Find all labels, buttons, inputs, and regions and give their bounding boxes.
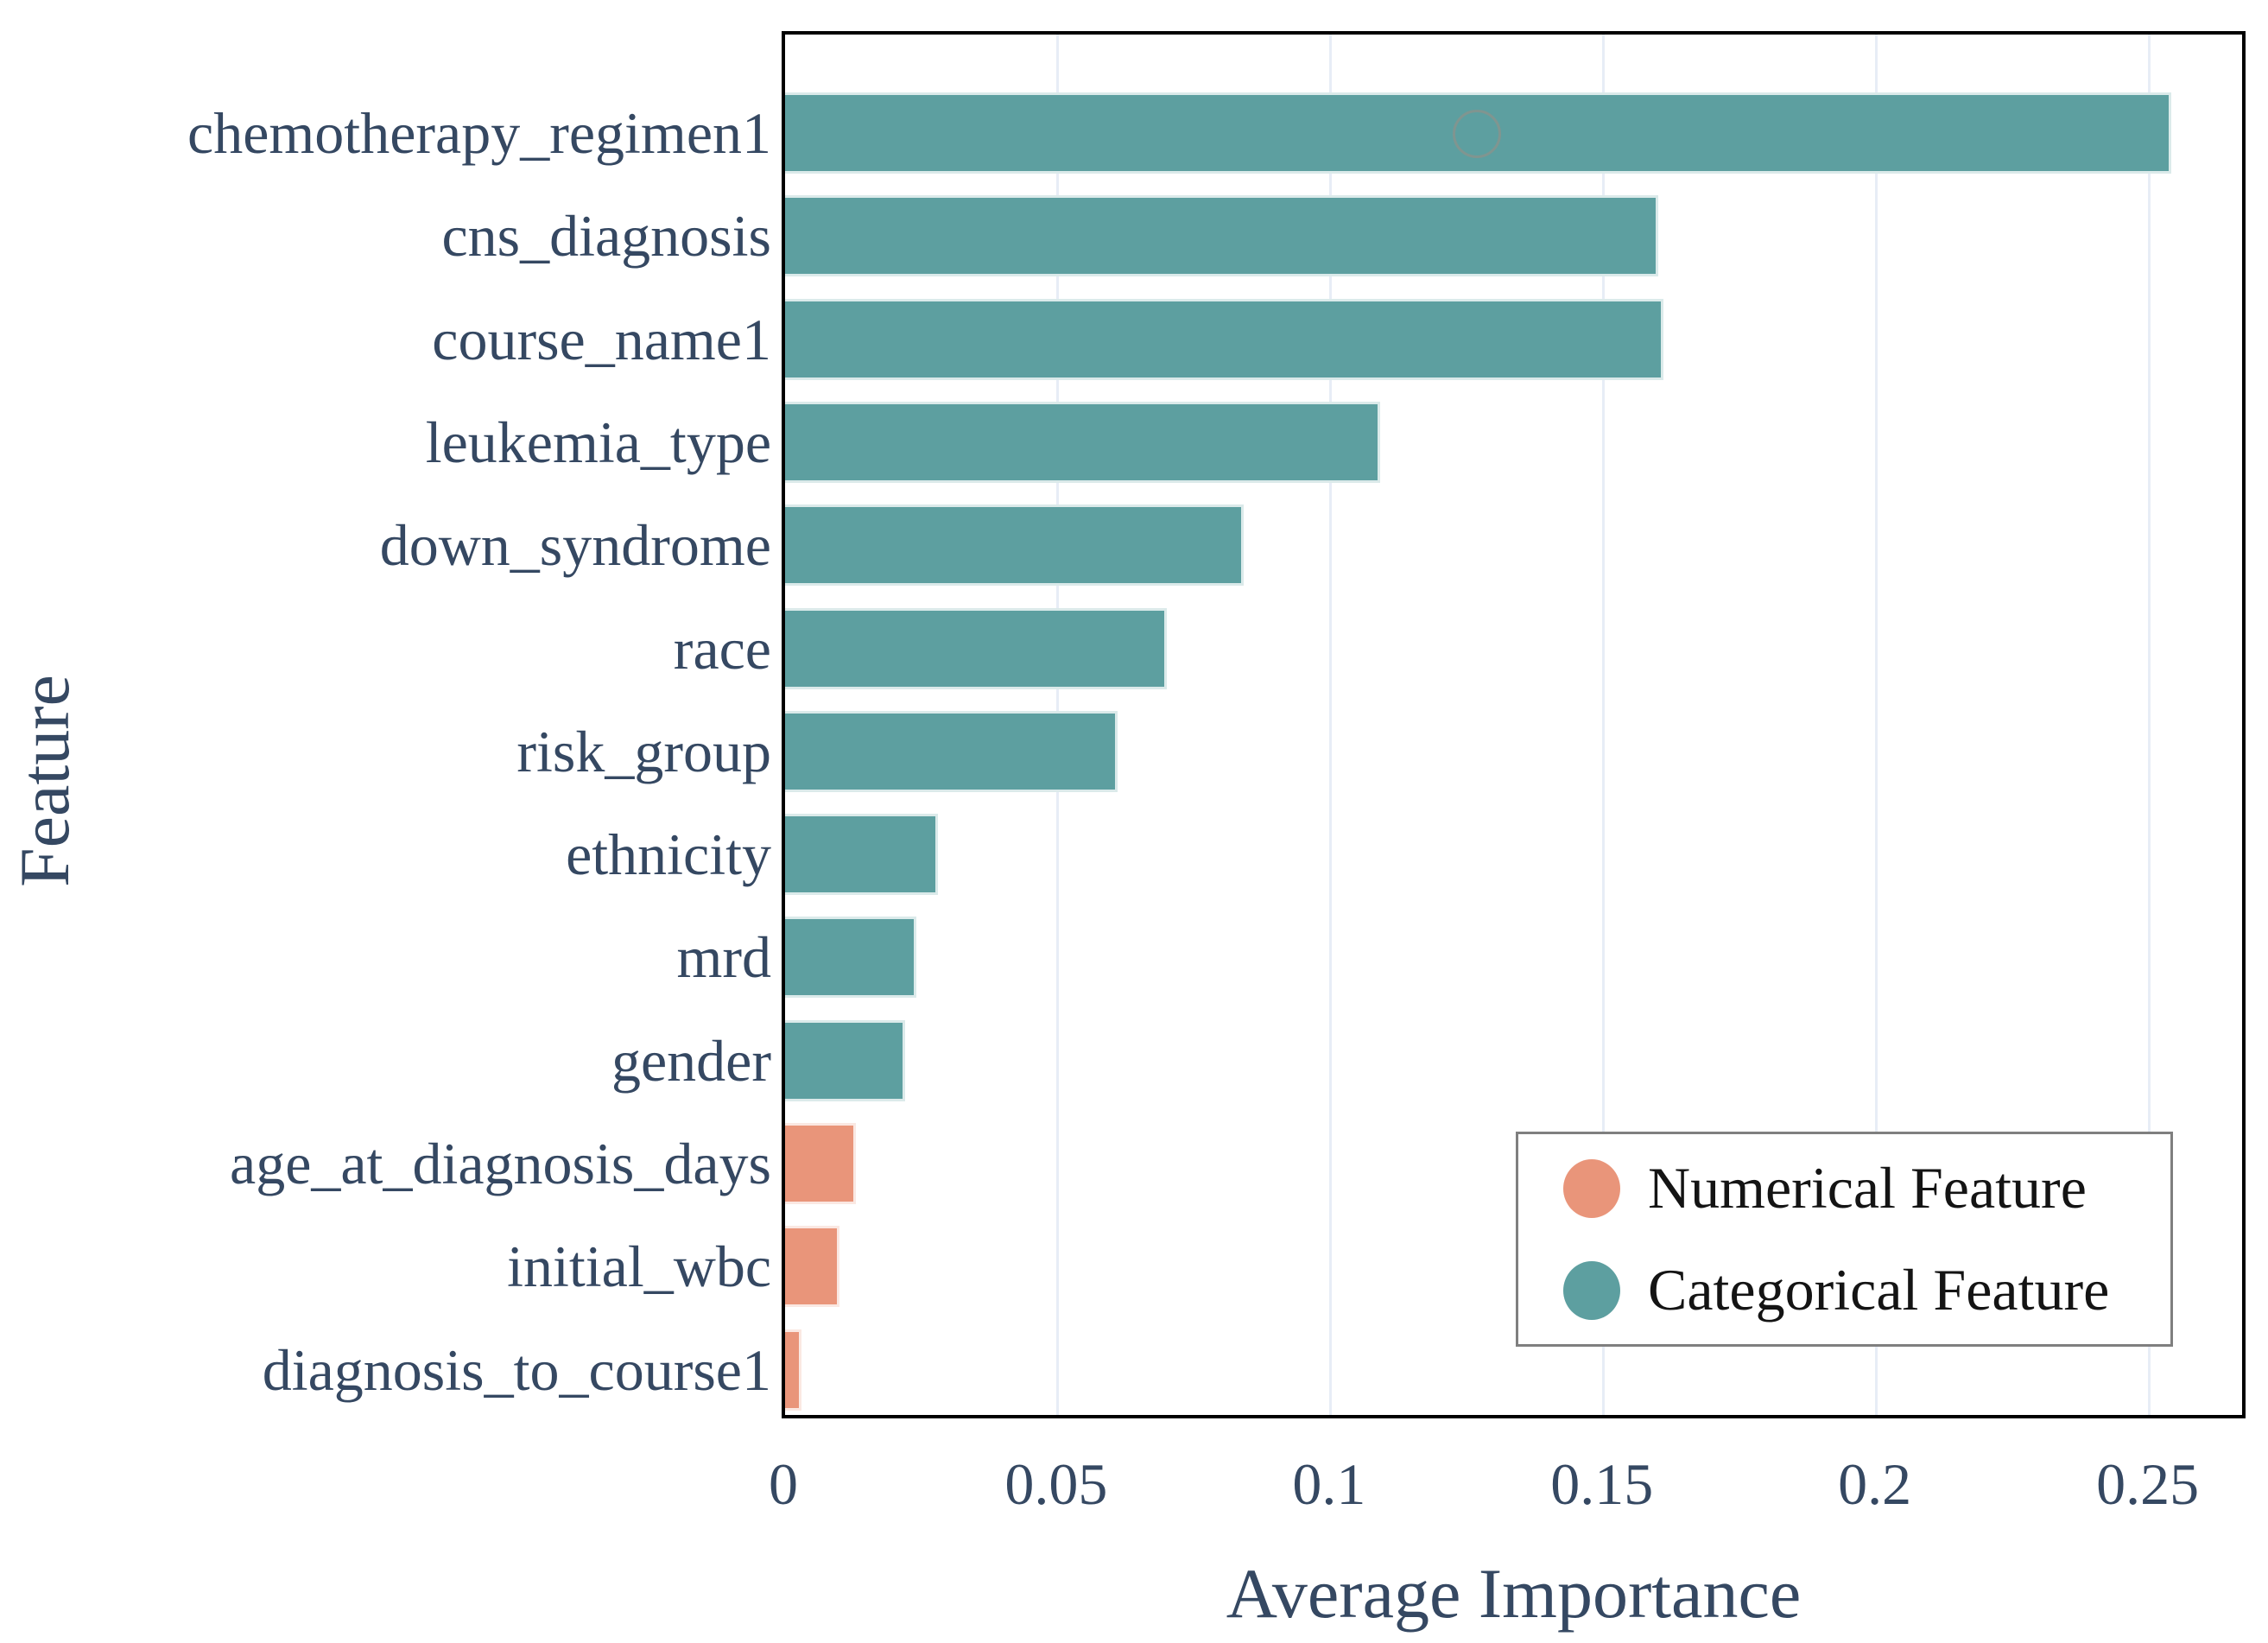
y-tick-label-gender: gender <box>611 1027 771 1094</box>
legend-entry-categorical: Categorical Feature <box>1563 1251 2170 1330</box>
x-tick-label-0: 0 <box>769 1451 798 1517</box>
bar-gender <box>785 1019 905 1101</box>
bar-race <box>785 607 1168 689</box>
y-tick-label-course_name1: course_name1 <box>432 306 771 372</box>
bar-mrd <box>785 917 916 999</box>
faint-ring-artifact <box>1453 110 1501 158</box>
y-tick-label-race: race <box>673 615 771 682</box>
bar-age_at_diagnosis_days <box>785 1123 857 1204</box>
y-tick-label-initial_wbc: initial_wbc <box>507 1234 771 1300</box>
y-tick-label-down_syndrome: down_syndrome <box>379 512 771 579</box>
gridline-0.2 <box>1874 35 1878 1415</box>
categorical-feature-marker-icon <box>1563 1260 1620 1320</box>
x-tick-label-0.2: 0.2 <box>1838 1451 1912 1517</box>
gridline-0.1 <box>1328 35 1332 1415</box>
bar-course_name1 <box>785 298 1664 380</box>
numerical-feature-marker-icon <box>1563 1158 1620 1218</box>
bar-initial_wbc <box>785 1226 840 1308</box>
x-tick-label-0.1: 0.1 <box>1292 1451 1366 1517</box>
y-tick-label-cns_diagnosis: cns_diagnosis <box>441 203 771 270</box>
x-tick-label-0.05: 0.05 <box>1004 1451 1108 1517</box>
bar-leukemia_type <box>785 401 1380 483</box>
y-tick-label-chemotherapy_regimen1: chemotherapy_regimen1 <box>187 100 771 166</box>
legend-label-numerical: Numerical Feature <box>1648 1155 2087 1221</box>
bar-cns_diagnosis <box>785 195 1658 277</box>
x-axis-title: Average Importance <box>1226 1554 1802 1633</box>
x-tick-label-0.15: 0.15 <box>1550 1451 1654 1517</box>
legend-entry-numerical: Numerical Feature <box>1563 1149 2170 1228</box>
legend-label-categorical: Categorical Feature <box>1648 1257 2110 1323</box>
y-tick-label-ethnicity: ethnicity <box>566 822 771 888</box>
y-tick-label-age_at_diagnosis_days: age_at_diagnosis_days <box>230 1131 771 1196</box>
bar-risk_group <box>785 710 1118 792</box>
y-tick-label-mrd: mrd <box>676 924 771 991</box>
gridline-0.25 <box>2147 35 2151 1415</box>
legend: Numerical Feature Categorical Feature <box>1516 1132 2173 1347</box>
bar-ethnicity <box>785 814 938 896</box>
y-tick-label-risk_group: risk_group <box>516 718 771 784</box>
gridline-0.15 <box>1601 35 1605 1415</box>
y-tick-label-diagnosis_to_course1: diagnosis_to_course1 <box>262 1336 771 1403</box>
x-tick-label-0.25: 0.25 <box>2096 1451 2200 1517</box>
bar-down_syndrome <box>785 504 1244 587</box>
plot-area: Numerical Feature Categorical Feature <box>782 31 2246 1418</box>
y-tick-label-leukemia_type: leukemia_type <box>425 409 771 475</box>
bar-diagnosis_to_course1 <box>785 1329 801 1411</box>
